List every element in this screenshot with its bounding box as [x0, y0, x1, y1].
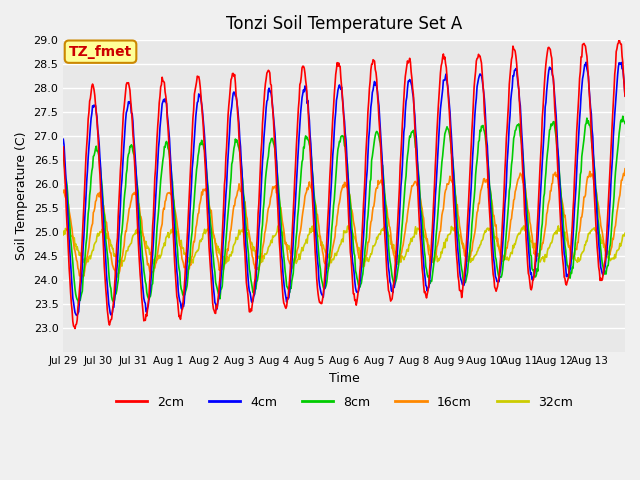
Legend: 2cm, 4cm, 8cm, 16cm, 32cm: 2cm, 4cm, 8cm, 16cm, 32cm: [111, 391, 578, 414]
Text: TZ_fmet: TZ_fmet: [69, 45, 132, 59]
X-axis label: Time: Time: [329, 372, 360, 385]
Title: Tonzi Soil Temperature Set A: Tonzi Soil Temperature Set A: [226, 15, 462, 33]
Y-axis label: Soil Temperature (C): Soil Temperature (C): [15, 132, 28, 260]
